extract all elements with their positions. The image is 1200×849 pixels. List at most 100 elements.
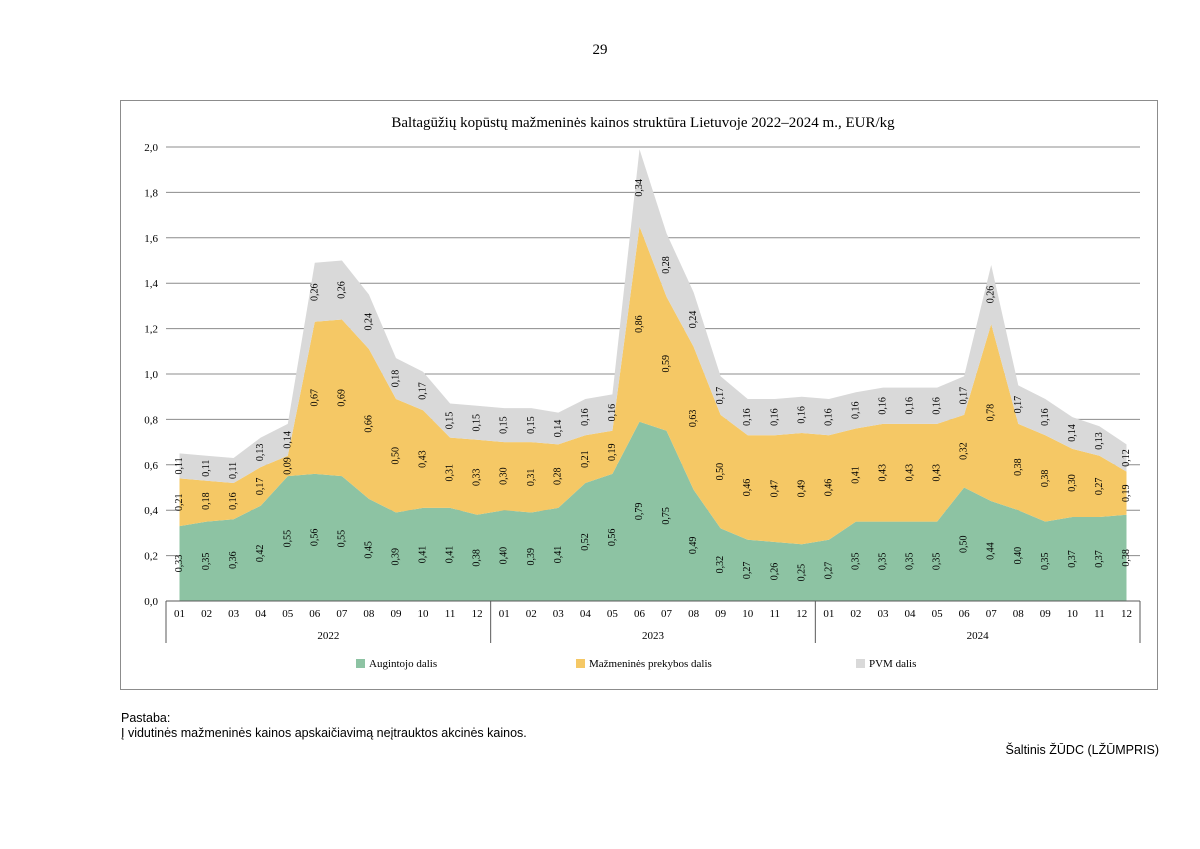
data-label: 0,16: [742, 408, 753, 426]
data-label: 0,25: [796, 564, 807, 582]
x-tick-label: 09: [1040, 608, 1052, 620]
x-tick-label: 03: [228, 608, 240, 620]
data-label: 0,45: [363, 541, 374, 559]
data-label: 0,49: [688, 537, 699, 555]
legend: Augintojo dalis Mažmeninės prekybos dalis…: [356, 658, 916, 670]
data-label: 0,16: [580, 408, 591, 426]
legend-label: Augintojo dalis: [369, 658, 437, 670]
data-label: 0,17: [255, 478, 266, 496]
data-label: 0,38: [1040, 470, 1051, 488]
x-tick-label: 08: [363, 608, 375, 620]
data-label: 0,33: [174, 555, 185, 573]
data-label: 0,27: [1094, 478, 1105, 496]
data-label: 0,14: [1067, 424, 1078, 442]
data-label: 0,43: [878, 464, 889, 482]
x-tick-label: 04: [580, 608, 592, 620]
data-label: 0,69: [336, 389, 347, 407]
x-tick-label: 10: [1067, 608, 1079, 620]
data-label: 0,43: [932, 464, 943, 482]
note: Pastaba: Į vidutinės mažmeninės kainos a…: [121, 711, 527, 741]
data-label: 0,35: [201, 553, 212, 571]
data-label: 0,55: [282, 530, 293, 548]
data-label: 0,50: [715, 463, 726, 481]
legend-label: Mažmeninės prekybos dalis: [589, 658, 712, 670]
data-label: 0,15: [445, 412, 456, 430]
data-label: 0,56: [309, 529, 320, 547]
data-label: 0,16: [932, 397, 943, 415]
y-tick-label: 1,2: [144, 324, 158, 336]
data-label: 0,41: [417, 546, 428, 564]
data-label: 0,11: [201, 460, 212, 477]
y-tick-label: 1,0: [144, 369, 158, 381]
data-label: 0,63: [688, 410, 699, 428]
x-tick-label: 07: [661, 608, 673, 620]
note-text: Į vidutinės mažmeninės kainos apskaičiav…: [121, 726, 527, 740]
data-label: 0,78: [986, 404, 997, 422]
data-label: 0,67: [309, 389, 320, 407]
data-label: 0,26: [309, 284, 320, 302]
y-tick-label: 1,6: [144, 233, 158, 245]
data-label: 0,18: [201, 492, 212, 510]
x-tick-label: 10: [742, 608, 754, 620]
data-label: 0,49: [796, 480, 807, 498]
data-label: 0,41: [553, 546, 564, 564]
page-number: 29: [592, 42, 608, 58]
data-label: 0,86: [634, 315, 645, 333]
legend-swatch: [576, 659, 585, 668]
x-tick-label: 05: [607, 608, 619, 620]
data-label: 0,35: [877, 553, 888, 571]
data-label: 0,11: [228, 462, 239, 479]
data-label: 0,39: [391, 548, 402, 566]
x-tick-label: 04: [905, 608, 917, 620]
x-tick-label: 05: [932, 608, 944, 620]
data-label: 0,41: [850, 466, 861, 484]
data-labels: 0,33 0,35 0,36 0,42 0,55 0,56 0,55 0,45 0,39 0,41…: [174, 179, 1132, 581]
x-tick-label: 08: [688, 608, 700, 620]
data-label: 0,16: [1040, 408, 1051, 426]
data-label: 0,16: [904, 397, 915, 415]
data-label: 0,26: [986, 286, 997, 304]
data-label: 0,40: [1013, 547, 1024, 565]
y-tick-label: 0,2: [144, 551, 158, 563]
data-label: 0,31: [526, 469, 537, 487]
data-label: 0,19: [607, 444, 618, 462]
data-label: 0,39: [526, 548, 537, 566]
data-label: 0,40: [499, 547, 510, 565]
data-label: 0,42: [255, 545, 266, 563]
chart-frame: Baltagūžių kopūstų mažmeninės kainos str…: [120, 100, 1158, 690]
data-label: 0,55: [336, 530, 347, 548]
data-label: 0,16: [607, 404, 618, 422]
data-label: 0,47: [769, 480, 780, 498]
x-tick-label: 07: [336, 608, 348, 620]
area-ma-menin-s-prekybos-dalis: [179, 226, 1127, 545]
x-tick-label: 02: [526, 608, 537, 620]
legend-label: PVM dalis: [869, 658, 916, 670]
x-tick-label: 08: [1013, 608, 1025, 620]
data-label: 0,17: [418, 382, 429, 400]
x-tick-label: 01: [499, 608, 510, 620]
x-tick-label: 03: [553, 608, 565, 620]
stacked-area-chart: Baltagūžių kopūstų mažmeninės kainos str…: [144, 115, 1141, 670]
data-label: 0,75: [661, 507, 672, 524]
data-label: 0,13: [255, 444, 266, 462]
year-label: 2022: [317, 630, 339, 642]
source-text: Šaltinis ŽŪDC (LŽŪMPRIS): [1005, 743, 1160, 757]
area-pvm-dalis: [179, 149, 1127, 484]
x-tick-label: 09: [715, 608, 727, 620]
data-label: 0,50: [959, 536, 970, 554]
data-label: 0,26: [336, 281, 347, 299]
data-label: 0,35: [1040, 553, 1051, 571]
x-tick-label: 01: [174, 608, 185, 620]
data-label: 0,41: [445, 546, 456, 564]
x-tick-label: 06: [309, 608, 321, 620]
x-tick-label: 11: [1094, 608, 1105, 620]
y-tick-label: 1,4: [144, 278, 158, 290]
data-label: 0,18: [391, 370, 402, 388]
x-tick-label: 05: [282, 608, 294, 620]
data-label: 0,28: [661, 256, 672, 274]
data-label: 0,37: [1094, 550, 1105, 568]
data-label: 0,36: [228, 551, 239, 569]
data-label: 0,31: [445, 464, 456, 482]
data-label: 0,12: [1121, 449, 1132, 467]
data-label: 0,16: [877, 397, 888, 415]
